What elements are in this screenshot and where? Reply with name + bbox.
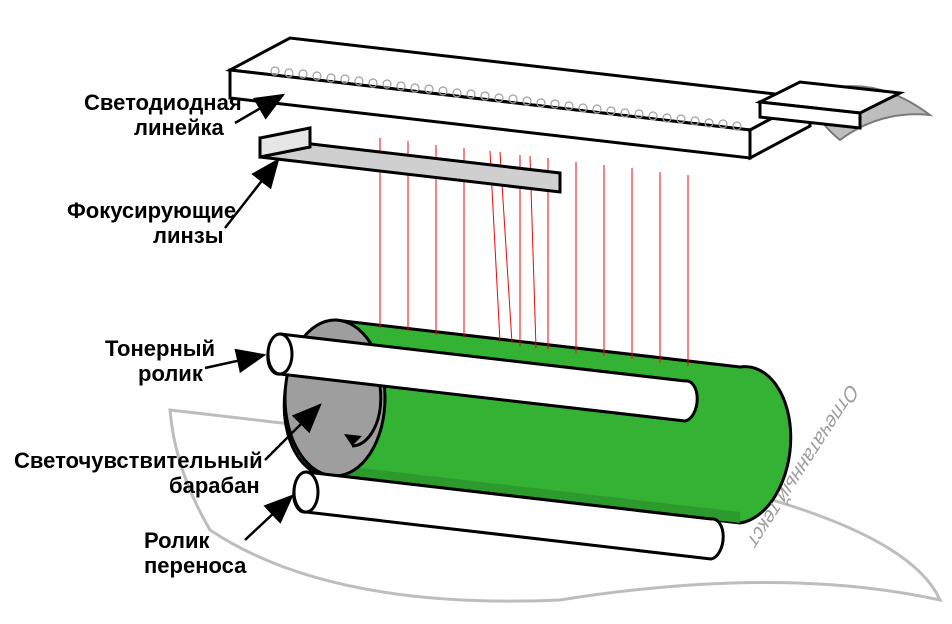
label-led-bar-line1: Светодиодная	[84, 90, 242, 115]
label-toner-line1: Тонерный	[105, 336, 215, 361]
label-drum: Светочувствительный барабан	[14, 448, 263, 499]
label-transfer: Ролик переноса	[144, 528, 246, 579]
label-drum-line1: Светочувствительный	[14, 448, 263, 473]
label-drum-line2: барабан	[14, 473, 260, 498]
label-transfer-line2: переноса	[144, 553, 246, 578]
label-toner: Тонерный ролик	[105, 336, 215, 387]
led-bar	[230, 38, 900, 158]
label-lenses-line2: линзы	[67, 223, 224, 248]
label-transfer-line1: Ролик	[144, 528, 210, 553]
label-lenses-line1: Фокусирующие	[67, 198, 236, 223]
label-toner-line2: ролик	[105, 361, 203, 386]
label-led-bar: Светодиодная линейка	[84, 90, 242, 141]
lens-block	[260, 128, 560, 192]
diagram-canvas: Отпечатанный текст Светодиодная линейка …	[0, 0, 952, 624]
label-led-bar-line2: линейка	[84, 115, 224, 140]
label-lenses: Фокусирующие линзы	[67, 198, 236, 249]
